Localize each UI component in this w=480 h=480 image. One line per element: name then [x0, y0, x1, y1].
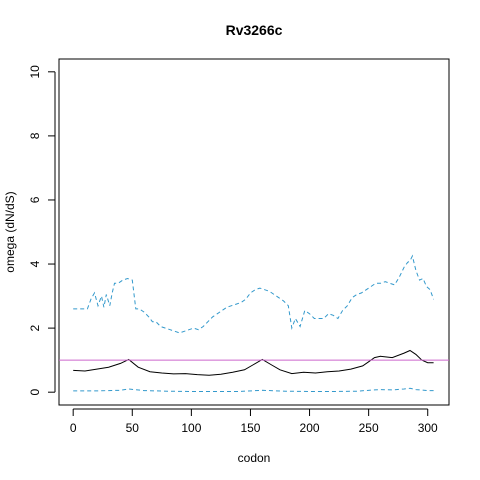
- chart-title: Rv3266c: [226, 22, 283, 38]
- x-tick-label: 300: [418, 421, 438, 435]
- y-axis: 0 2 4 6 8 10: [28, 65, 56, 396]
- x-tick-label: 50: [126, 421, 140, 435]
- x-tick-label: 200: [300, 421, 320, 435]
- y-tick-label: 4: [28, 260, 42, 267]
- y-tick-label: 10: [28, 65, 42, 79]
- y-axis-label: omega (dN/dS): [3, 191, 17, 272]
- y-tick-label: 8: [28, 132, 42, 139]
- plot-frame: [58, 58, 450, 406]
- series-layer: [59, 254, 449, 392]
- y-tick-label: 2: [28, 324, 42, 331]
- x-axis: 0 50 100 150 200 250 300: [70, 408, 438, 435]
- x-tick-label: 250: [359, 421, 379, 435]
- y-tick-label: 0: [28, 389, 42, 396]
- series-line-1: [73, 349, 434, 376]
- x-tick-label: 100: [181, 421, 201, 435]
- x-tick-label: 150: [240, 421, 260, 435]
- series-line-3: [73, 387, 434, 392]
- y-tick-label: 6: [28, 196, 42, 203]
- x-axis-label: codon: [238, 451, 271, 465]
- series-line-2: [73, 254, 435, 334]
- x-tick-label: 0: [70, 421, 77, 435]
